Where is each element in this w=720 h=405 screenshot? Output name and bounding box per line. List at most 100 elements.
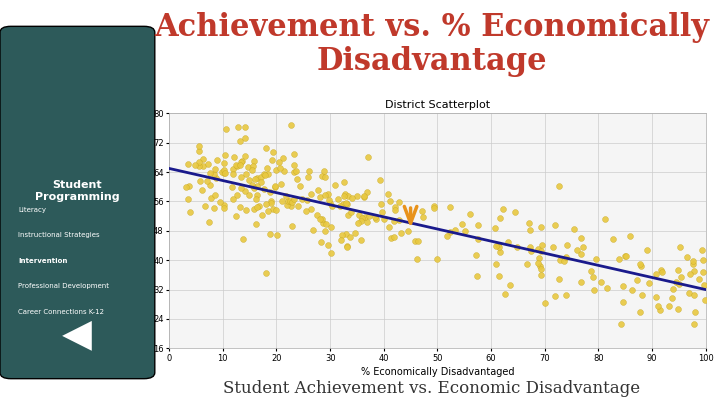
Point <box>274 159 285 165</box>
Point <box>325 200 336 206</box>
Point <box>297 196 308 202</box>
Point <box>197 163 209 170</box>
Point <box>243 177 255 183</box>
Point <box>260 145 271 151</box>
Point <box>193 148 204 154</box>
Point <box>336 237 347 243</box>
Point <box>270 167 282 173</box>
Point <box>304 168 315 175</box>
Text: DATA-DRIVEN
INSTRUCTION: DATA-DRIVEN INSTRUCTION <box>60 114 98 125</box>
Point <box>248 205 260 212</box>
Point <box>228 154 240 160</box>
Point <box>341 244 352 251</box>
Point <box>251 183 263 189</box>
Point <box>560 292 572 298</box>
Point <box>674 243 685 250</box>
Point <box>256 211 267 218</box>
Point <box>539 300 550 307</box>
Point <box>341 243 352 249</box>
Point <box>289 151 300 158</box>
Point <box>636 292 648 298</box>
Point <box>219 205 230 211</box>
Point <box>549 292 560 299</box>
Point <box>687 260 698 267</box>
Point <box>315 239 327 245</box>
Point <box>343 212 354 219</box>
Point <box>193 143 204 149</box>
Point <box>575 251 586 258</box>
Point <box>246 166 257 173</box>
Point <box>240 171 252 177</box>
Point <box>444 229 456 236</box>
Point <box>667 295 678 302</box>
Point <box>459 228 471 234</box>
Point <box>334 203 346 209</box>
Point <box>338 200 349 207</box>
Point <box>456 220 467 227</box>
Point <box>562 242 573 248</box>
Point <box>595 279 607 286</box>
Point <box>239 134 251 141</box>
Point <box>282 197 294 204</box>
Point <box>280 193 292 199</box>
Point <box>288 169 300 175</box>
Point <box>358 194 369 201</box>
Point <box>227 166 238 172</box>
Point <box>471 273 482 279</box>
Point <box>323 191 334 198</box>
Point <box>509 209 521 215</box>
Point <box>311 212 323 219</box>
Point <box>232 192 243 198</box>
Point <box>535 263 546 270</box>
Point <box>277 154 289 161</box>
Point <box>388 218 400 224</box>
Point <box>576 234 588 241</box>
X-axis label: % Economically Disadvantaged: % Economically Disadvantaged <box>361 367 514 377</box>
Point <box>220 126 232 132</box>
Point <box>635 263 647 269</box>
Point <box>240 153 251 159</box>
Point <box>370 216 382 223</box>
Point <box>194 178 206 184</box>
Point <box>492 242 504 248</box>
Point <box>251 175 263 181</box>
Point <box>688 268 699 275</box>
Point <box>378 216 390 222</box>
Point <box>356 218 367 225</box>
Point <box>323 197 335 204</box>
Point <box>210 175 221 181</box>
Point <box>577 243 588 250</box>
Point <box>390 203 401 210</box>
Point <box>667 286 679 292</box>
Point <box>505 281 516 288</box>
Point <box>339 190 351 197</box>
Point <box>182 196 194 202</box>
Point <box>316 173 328 179</box>
Point <box>236 158 248 164</box>
Point <box>472 222 483 228</box>
Point <box>393 199 405 206</box>
Point <box>554 256 565 263</box>
Point <box>620 252 631 259</box>
Text: Achievement vs. % Economically
Disadvantage: Achievement vs. % Economically Disadvant… <box>155 12 709 77</box>
Point <box>276 198 288 205</box>
Point <box>285 202 297 209</box>
Point <box>631 277 643 284</box>
Point <box>218 169 230 176</box>
Y-axis label: Achievement: Achievement <box>139 199 149 263</box>
Point <box>650 271 662 277</box>
Point <box>251 204 263 211</box>
Point <box>235 159 247 165</box>
Point <box>215 198 226 205</box>
Point <box>235 185 247 191</box>
Point <box>362 154 374 160</box>
Point <box>230 213 242 219</box>
Point <box>261 165 273 171</box>
Point <box>234 138 246 145</box>
Point <box>535 224 546 230</box>
Point <box>553 183 564 190</box>
Point <box>320 192 331 198</box>
Point <box>356 215 367 222</box>
Point <box>533 255 544 261</box>
Point <box>199 203 211 209</box>
